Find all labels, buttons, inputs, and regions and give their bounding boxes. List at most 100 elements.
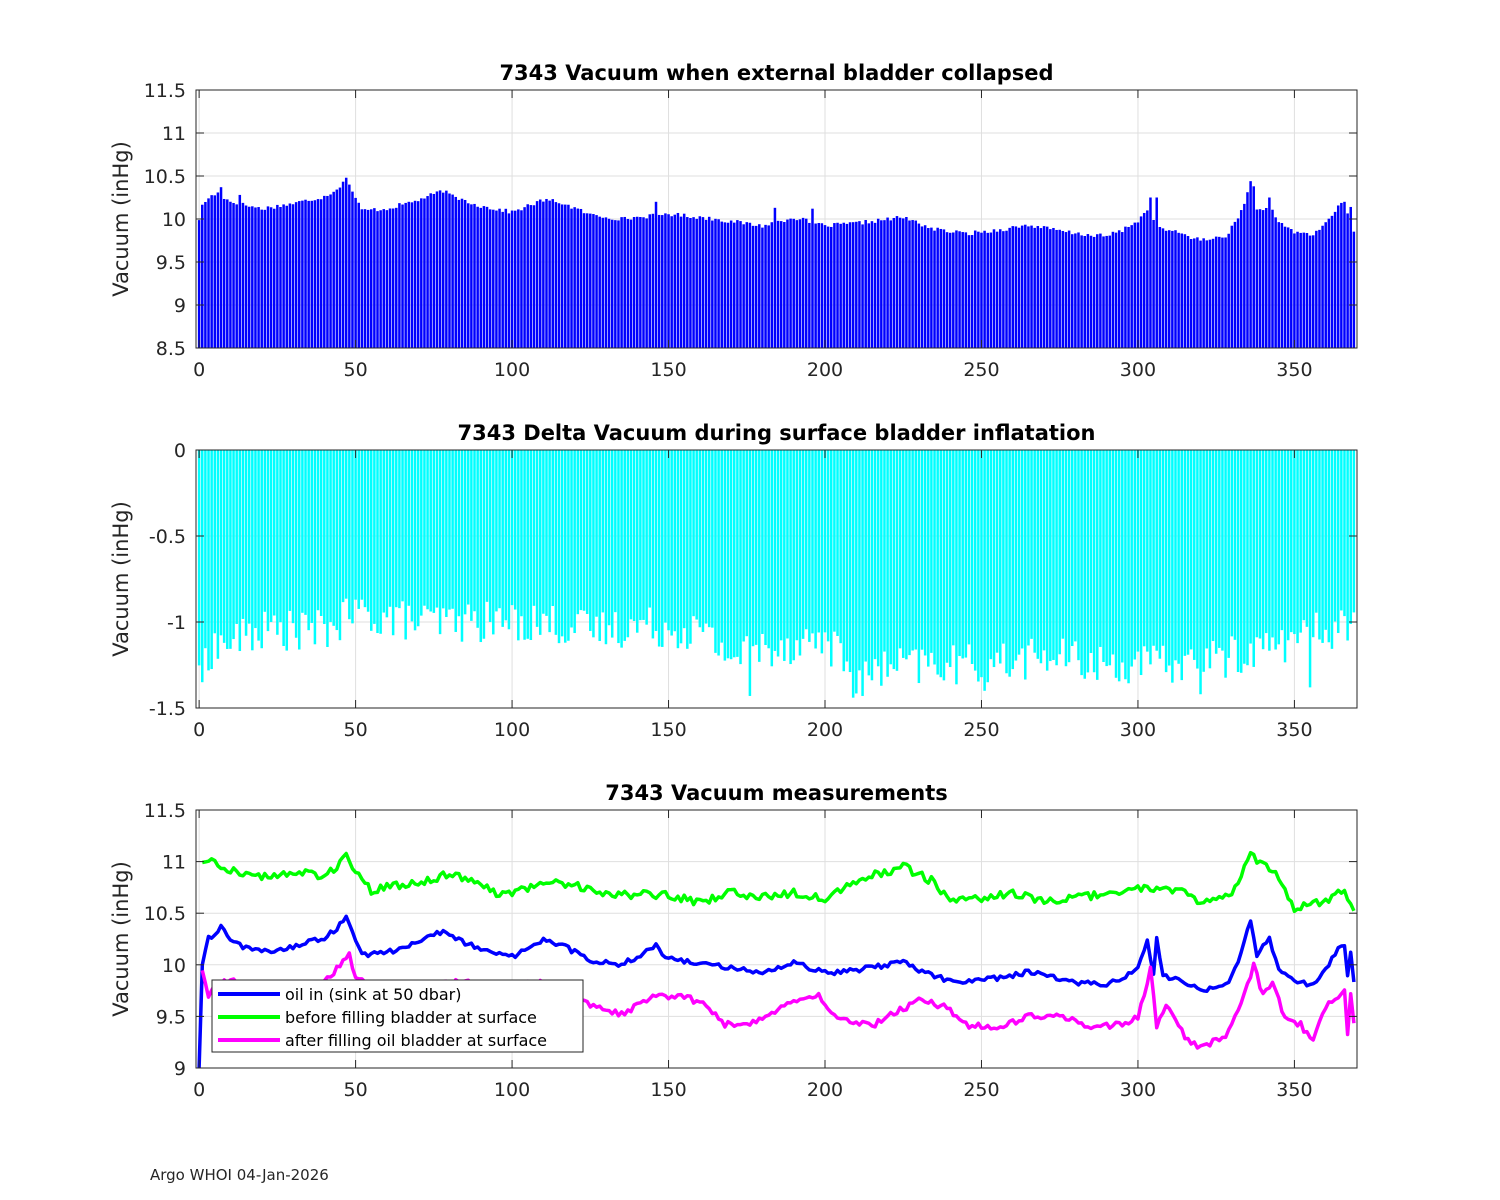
- bar: [989, 450, 993, 660]
- bar: [773, 207, 777, 348]
- bar: [995, 450, 999, 653]
- bar: [814, 223, 817, 348]
- bar: [551, 199, 555, 348]
- bar: [1305, 450, 1309, 627]
- bar: [313, 450, 317, 645]
- y-tick-label: 11: [162, 123, 186, 145]
- bar: [629, 219, 633, 348]
- bar: [1164, 230, 1168, 348]
- bar: [585, 450, 589, 615]
- bar: [761, 227, 764, 348]
- bar: [526, 204, 529, 348]
- bar: [341, 181, 345, 348]
- x-tick-label: 200: [807, 1079, 843, 1101]
- bar: [357, 202, 360, 348]
- bar: [341, 450, 345, 603]
- bar: [492, 450, 495, 635]
- bar: [667, 214, 670, 348]
- bar: [845, 450, 849, 662]
- bar: [1083, 450, 1086, 679]
- bar: [773, 450, 777, 651]
- bar: [823, 450, 827, 633]
- bar: [1264, 207, 1268, 348]
- bar: [460, 450, 464, 642]
- bar: [1311, 235, 1315, 348]
- bar: [520, 450, 523, 617]
- panel-1-ylabel: Vacuum (inHg): [109, 141, 133, 297]
- bar: [657, 214, 661, 348]
- bar: [664, 450, 667, 623]
- bar: [1261, 210, 1265, 348]
- bar: [1074, 233, 1077, 348]
- bar: [1258, 450, 1262, 639]
- bar: [945, 450, 949, 663]
- bar: [495, 450, 498, 612]
- bar: [1174, 230, 1177, 348]
- bar: [880, 220, 883, 348]
- bar: [1243, 450, 1246, 664]
- bar: [632, 217, 636, 348]
- bar: [1246, 450, 1249, 666]
- bar: [1177, 450, 1180, 664]
- series-line-oil-in: [197, 914, 1356, 1069]
- bar: [479, 207, 483, 348]
- bar: [272, 208, 276, 348]
- bar: [826, 226, 830, 348]
- bar: [385, 450, 389, 618]
- bar: [1036, 226, 1040, 348]
- bar: [266, 450, 270, 632]
- bar: [354, 450, 357, 600]
- bar: [1264, 450, 1268, 634]
- bar: [1161, 450, 1165, 646]
- bar: [758, 450, 761, 662]
- bar: [1152, 450, 1155, 646]
- bar: [1318, 229, 1321, 348]
- bar: [423, 450, 426, 606]
- bar: [276, 450, 279, 635]
- bar: [454, 196, 457, 348]
- bar: [545, 198, 548, 348]
- bar: [905, 217, 908, 348]
- bar: [607, 218, 611, 348]
- bar: [1146, 210, 1149, 348]
- bar: [570, 208, 573, 348]
- panel-2: 0 50 100 150 200 250 300 350 -1.5 -1 -0.5 0 7343 De…: [109, 421, 1358, 741]
- bar: [1045, 226, 1049, 348]
- bar: [1014, 450, 1018, 661]
- bar: [830, 226, 833, 348]
- bar: [1036, 450, 1040, 659]
- panel-3-ylabel: Vacuum (inHg): [109, 861, 133, 1017]
- bar: [298, 201, 301, 348]
- bar: [651, 450, 655, 639]
- bar: [1189, 239, 1193, 348]
- bar: [1027, 226, 1030, 348]
- bar: [639, 450, 642, 621]
- bar: [698, 450, 702, 628]
- bar: [551, 450, 555, 607]
- bar: [748, 222, 752, 348]
- bar: [567, 204, 570, 348]
- bar: [507, 213, 511, 348]
- bar: [804, 218, 808, 348]
- bar: [323, 450, 326, 624]
- legend-label-before: before filling bladder at surface: [285, 1008, 537, 1027]
- bar: [1218, 450, 1221, 648]
- bar: [251, 450, 254, 651]
- bar: [429, 193, 432, 348]
- y-tick-label: -1.5: [149, 698, 186, 720]
- bar: [1293, 450, 1296, 635]
- x-tick-label: 350: [1276, 359, 1312, 381]
- bar: [961, 232, 964, 348]
- bar: [1349, 450, 1352, 624]
- bar: [1336, 450, 1340, 634]
- bar: [1161, 228, 1165, 348]
- bar: [661, 215, 664, 348]
- bar: [229, 201, 232, 348]
- bar: [795, 220, 799, 348]
- bar: [222, 198, 226, 348]
- bar: [595, 450, 598, 617]
- bar: [936, 227, 939, 348]
- bar: [1296, 450, 1299, 644]
- bar: [808, 450, 811, 642]
- bar: [554, 202, 558, 348]
